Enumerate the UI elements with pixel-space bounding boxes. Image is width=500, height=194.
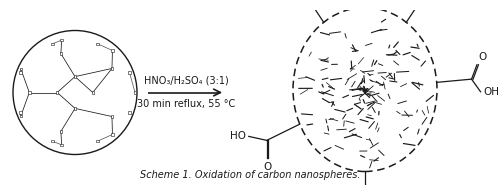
Bar [110, 115, 113, 118]
Bar [111, 133, 114, 136]
Bar [56, 91, 58, 94]
Bar [60, 144, 63, 146]
Bar [20, 68, 22, 70]
Text: O: O [478, 52, 486, 62]
Bar [111, 49, 114, 52]
Bar [28, 91, 30, 94]
Text: OH: OH [484, 87, 500, 97]
Text: HNO₃/H₂SO₄ (3:1): HNO₃/H₂SO₄ (3:1) [144, 75, 229, 86]
Text: O: O [263, 162, 272, 172]
Bar [110, 67, 113, 70]
Bar [51, 42, 54, 45]
Text: Scheme 1. Oxidation of carbon nanospheres.: Scheme 1. Oxidation of carbon nanosphere… [140, 171, 360, 180]
Bar [128, 71, 130, 74]
Bar [96, 42, 99, 45]
Bar [60, 39, 63, 41]
Bar [74, 107, 76, 110]
Bar [74, 75, 76, 78]
Bar [96, 140, 99, 142]
Bar [60, 130, 62, 133]
Bar [60, 52, 62, 55]
Bar [51, 140, 54, 142]
Bar [128, 111, 130, 114]
Bar [20, 71, 22, 74]
Bar [134, 91, 136, 94]
Text: HO: HO [230, 131, 246, 141]
Bar [20, 114, 22, 117]
Text: 30 min reflux, 55 °C: 30 min reflux, 55 °C [138, 100, 235, 109]
Bar [20, 111, 22, 114]
Bar [92, 91, 94, 94]
